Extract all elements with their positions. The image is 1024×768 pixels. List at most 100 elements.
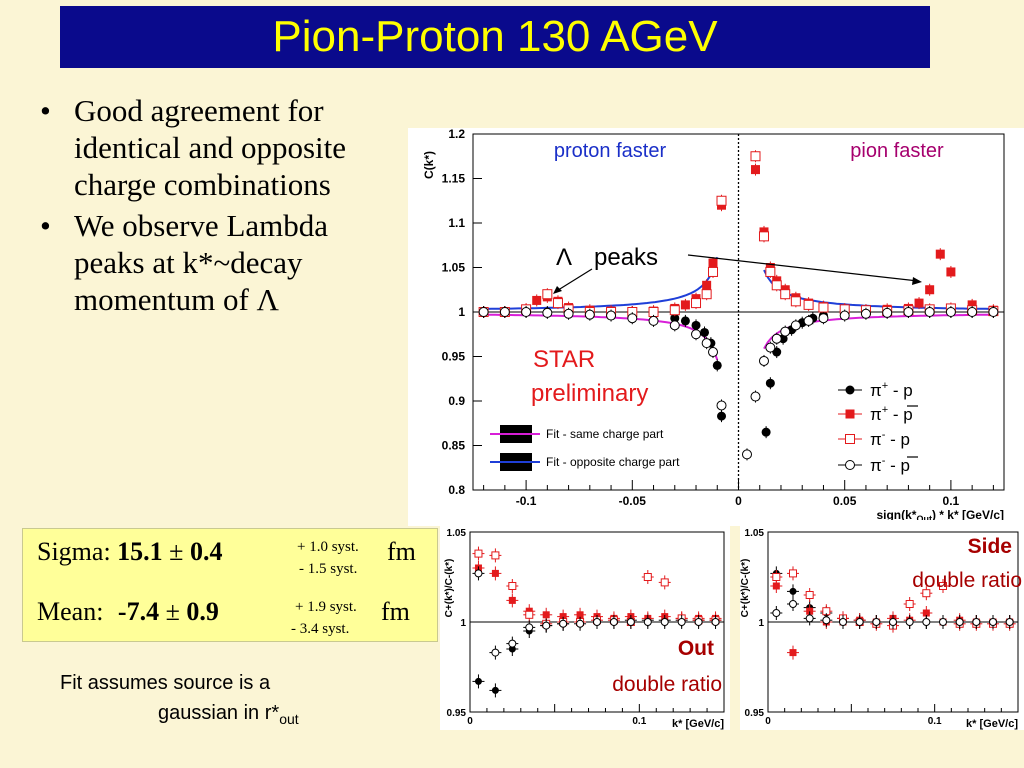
title-bar: Pion-Proton 130 AGeV [60,6,930,68]
fit-legend-entry: Fit - same charge part [490,425,664,443]
data-point [521,307,532,317]
data-point [905,618,914,626]
fit-note-line2-text: gaussian in r* [158,702,280,724]
data-point [750,165,760,175]
fit-note-subscript: out [279,711,299,727]
mean-syst-plus: + 1.9 syst. [295,599,357,615]
data-point [660,618,669,626]
data-point [803,299,814,310]
data-point [967,307,978,317]
data-point [772,582,780,590]
data-point [845,385,855,395]
data-point [542,289,553,300]
annotation-lambda-peaks: peaks [594,244,658,271]
x-axis-label: sign(k*Out) * k* [GeV/c] [876,508,1004,524]
data-point [708,266,719,277]
y-tick-label: 1.05 [447,528,467,539]
data-point [925,285,935,295]
x-tick-label: -0.1 [516,494,537,508]
data-point [525,610,534,619]
data-point [758,355,769,366]
panel-label-subtitle: double ratio [612,673,722,696]
data-point [669,305,680,316]
data-point [694,618,703,626]
fit-legend-label: Fit - same charge part [546,427,664,441]
y-tick-label: 0.95 [447,708,467,719]
data-point [552,298,563,309]
annotation-pion-faster: pion faster [850,140,944,162]
data-point [474,549,483,558]
data-point [818,313,829,324]
data-point [491,686,499,694]
legend-entry: π+ - p [838,380,913,400]
legend-label: π- - p [870,429,910,449]
data-point [805,591,814,599]
y-axis-label: C(k*) [422,151,436,179]
data-point [789,649,797,657]
data-point [750,391,761,402]
data-point [708,258,718,268]
data-point [922,589,931,598]
fit-note: Fit assumes source is a gaussian in r*ou… [60,668,370,734]
data-point [765,342,776,353]
data-point [701,289,712,300]
data-point [914,298,924,308]
data-point [822,616,831,625]
data-point [905,600,914,608]
panel-label-title: Out [678,637,714,660]
x-tick-label: 0 [467,716,473,727]
data-point [939,582,947,590]
data-point [789,600,797,608]
data-point [712,360,722,370]
lambda-arrowhead-right [912,277,922,285]
data-point [772,573,781,581]
data-point [508,639,517,648]
y-tick-label: 1 [460,618,466,629]
y-tick-label: 0.8 [448,483,465,497]
data-point [772,609,781,617]
data-point [761,427,771,437]
annotation-proton-faster: proton faster [554,140,667,162]
fit-note-line1: Fit assumes source is a [60,672,271,694]
data-point [491,551,500,560]
data-point [563,308,574,319]
data-point [542,307,553,318]
data-point [716,400,727,411]
panel-label-subtitle: double ratio [912,569,1022,592]
mean-value: -7.4 [117,597,160,626]
data-point [627,313,638,324]
data-point [677,618,686,626]
fit-results-box: Sigma: 15.1 ± 0.4 + 1.0 syst. - 1.5 syst… [22,528,438,642]
data-point [691,320,701,330]
data-point [691,329,702,340]
main-chart: 0.8 0.85 0.9 0.95 1 1.05 1.1 1.15 1.2 -0.1 -0.05 0 0… [422,127,1005,524]
data-point [946,267,956,277]
panel-label-title: Side [968,535,1012,558]
data-point [576,619,585,628]
data-point [771,333,782,344]
data-point [806,607,814,615]
data-point [680,300,690,310]
mean-syst-minus: - 3.4 syst. [291,621,350,637]
legend-entry: π+ - p [838,404,918,424]
data-point [855,618,864,626]
sigma-row: Sigma: 15.1 ± 0.4 [37,537,222,567]
data-point [988,307,999,317]
data-point [700,327,710,337]
data-point [771,280,782,291]
series-open-circle [770,597,1016,629]
mean-row: Mean: -7.4 ± 0.9 [37,597,219,627]
y-tick-label: 0.95 [745,708,765,719]
data-point [805,614,814,623]
data-point [717,411,727,421]
y-axis-label: C+(k*)/C-(k*) [444,559,455,618]
data-point [532,295,542,305]
data-point [845,460,855,470]
data-point [780,289,791,300]
data-point [701,338,712,349]
data-point [818,302,829,313]
x-axis-label: k* [GeV/c] [672,718,724,730]
data-point [691,298,702,309]
x-tick-label: -0.05 [619,494,647,508]
